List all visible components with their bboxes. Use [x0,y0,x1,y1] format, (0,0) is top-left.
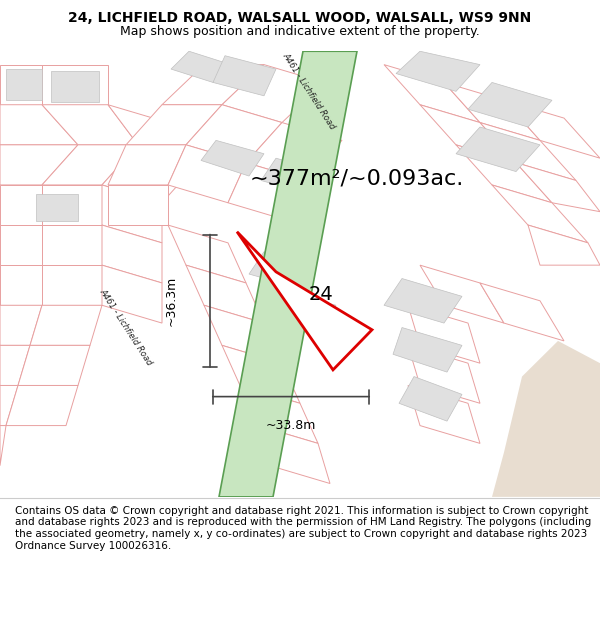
Polygon shape [42,185,102,225]
Polygon shape [261,158,324,194]
Polygon shape [42,265,102,305]
Polygon shape [399,376,462,421]
Text: ~36.3m: ~36.3m [164,276,178,326]
Polygon shape [408,386,480,443]
Polygon shape [0,225,42,265]
Polygon shape [237,232,372,370]
Polygon shape [420,265,504,323]
Polygon shape [456,145,552,202]
Polygon shape [0,145,78,185]
Polygon shape [246,122,342,181]
Polygon shape [162,64,264,105]
Polygon shape [168,145,246,202]
Polygon shape [0,346,30,386]
Polygon shape [102,185,162,243]
Polygon shape [6,386,78,426]
Polygon shape [171,51,231,82]
Polygon shape [219,51,357,497]
Polygon shape [30,305,102,346]
Polygon shape [504,100,600,158]
Text: Contains OS data © Crown copyright and database right 2021. This information is : Contains OS data © Crown copyright and d… [15,506,591,551]
Polygon shape [408,346,480,403]
Polygon shape [42,105,138,145]
Polygon shape [0,265,42,305]
Polygon shape [108,105,198,162]
Polygon shape [492,341,600,497]
Polygon shape [6,69,42,100]
Polygon shape [228,162,306,221]
Polygon shape [0,105,78,145]
Text: ~377m²/~0.093ac.: ~377m²/~0.093ac. [250,168,464,188]
Polygon shape [420,105,516,162]
Polygon shape [0,64,42,105]
Text: Map shows position and indicative extent of the property.: Map shows position and indicative extent… [120,26,480,39]
Polygon shape [384,279,462,323]
Polygon shape [126,105,222,145]
Polygon shape [240,386,318,443]
Polygon shape [102,145,198,202]
Polygon shape [186,265,264,323]
Polygon shape [102,225,162,283]
Polygon shape [222,64,324,122]
Polygon shape [201,141,264,176]
Polygon shape [273,292,336,328]
Polygon shape [222,346,300,403]
Polygon shape [168,225,246,283]
Polygon shape [213,56,276,96]
Polygon shape [393,328,462,372]
Polygon shape [528,225,600,265]
Polygon shape [0,185,42,225]
Polygon shape [480,122,576,181]
Polygon shape [258,426,330,484]
Polygon shape [0,386,18,426]
Polygon shape [468,82,552,127]
Polygon shape [42,225,102,265]
Polygon shape [18,346,90,386]
Polygon shape [204,305,282,363]
Polygon shape [480,283,564,341]
Text: 24, LICHFIELD ROAD, WALSALL WOOD, WALSALL, WS9 9NN: 24, LICHFIELD ROAD, WALSALL WOOD, WALSAL… [68,11,532,25]
Text: ~33.8m: ~33.8m [266,419,316,432]
Polygon shape [51,71,99,102]
Polygon shape [42,145,138,185]
Polygon shape [444,82,540,141]
Polygon shape [249,252,312,288]
Polygon shape [42,64,108,105]
Polygon shape [108,185,168,225]
Polygon shape [36,194,78,221]
Polygon shape [408,305,480,363]
Polygon shape [384,64,480,122]
Polygon shape [186,105,282,162]
Polygon shape [108,145,186,185]
Text: A461 - Lichfield Road: A461 - Lichfield Road [98,288,154,368]
Text: A461 - Lichfield Road: A461 - Lichfield Road [281,51,337,131]
Polygon shape [0,305,42,346]
Polygon shape [0,426,6,466]
Polygon shape [456,127,540,172]
Polygon shape [492,185,588,243]
Text: 24: 24 [308,284,334,304]
Polygon shape [396,51,480,91]
Polygon shape [102,265,162,323]
Polygon shape [516,162,600,212]
